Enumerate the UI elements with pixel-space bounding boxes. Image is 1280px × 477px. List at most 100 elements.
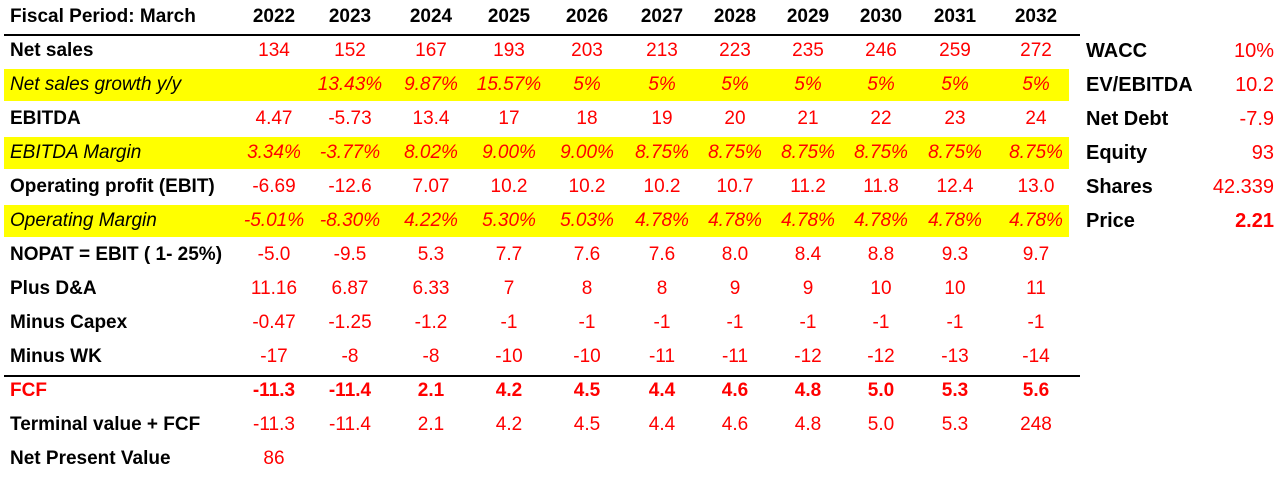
table-cell: 8 [581,278,593,299]
table-cell: -1 [500,312,518,333]
table-cell: 4.2 [495,380,523,401]
table-cell: 5.6 [1022,380,1050,401]
table-cell: 6.33 [412,278,450,299]
table-cell: 4.6 [721,414,749,435]
table-cell [623,442,701,476]
table-cell [311,442,389,476]
summary-value: 93 [1251,142,1274,164]
table-cell: 8.8 [867,244,895,265]
table-cell: 5.3 [941,380,969,401]
table-cell: -11 [648,346,676,367]
summary-label: Net Debt [1086,108,1169,130]
table-cell: 19 [651,108,673,129]
table-cell: 11.2 [790,176,826,197]
row-label: Net sales [10,40,94,61]
table-cell [235,68,313,102]
table-row: Net sales 134 152 167 193 203 213 223 235 246 259 2… [0,34,1280,68]
table-cell: 9.00% [482,142,536,163]
table-cell: -5.01% [243,210,305,231]
row-label: NOPAT = EBIT ( 1- 25%) [10,244,223,265]
table-cell: 5.30% [482,210,536,231]
table-cell: 5% [867,74,895,95]
summary-label: Equity [1086,142,1148,164]
summary-value: 42.339 [1212,176,1274,198]
table-cell: 10 [870,278,892,299]
table-row: Terminal value + FCF -11.3 -11.4 2.1 4.2 4.5 4… [0,408,1280,442]
table-cell: 8 [656,278,668,299]
table-cell: -10 [573,346,601,367]
table-cell: -13 [941,346,969,367]
row-label: Minus WK [10,346,102,367]
table-cell: -6.69 [252,176,296,197]
table-row: Minus WK -17 -8 -8 -10 -10 -11 -11 -12 -12 -13 -14 [0,340,1280,374]
table-cell: 6.87 [331,278,369,299]
table-cell: 8.75% [928,142,982,163]
table-cell [548,442,626,476]
summary-label: WACC [1086,40,1148,62]
table-cell: 8.75% [635,142,689,163]
table-cell: 9.7 [1022,244,1050,265]
table-cell: 8.75% [781,142,835,163]
table-cell: 3.34% [247,142,301,163]
row-label: Operating Margin [10,210,157,231]
table-cell: 7.6 [573,244,601,265]
table-cell: 4.6 [721,380,749,401]
table-cell: 23 [944,108,966,129]
table-cell: 7.6 [648,244,676,265]
table-cell: -8 [422,346,440,367]
year-header: 2022 [252,6,296,27]
table-cell: 5.03% [560,210,614,231]
table-cell: -3.77% [319,142,381,163]
table-cell: 4.5 [573,414,601,435]
table-cell: 4.22% [404,210,458,231]
row-label: Plus D&A [10,278,97,299]
table-cell: 24 [1025,108,1047,129]
year-header: 2028 [713,6,757,27]
year-header: 2029 [786,6,830,27]
table-cell: -12 [867,346,895,367]
table-cell: 5% [573,74,601,95]
table-cell: 4.4 [648,380,676,401]
table-cell: 8.75% [708,142,762,163]
table-cell: 10.2 [568,176,606,197]
table-cell: -1 [1027,312,1045,333]
row-label: Operating profit (EBIT) [10,176,215,197]
table-cell: 4.78% [1009,210,1063,231]
year-header: 2027 [640,6,684,27]
year-header: 2030 [859,6,903,27]
table-cell: -5.0 [257,244,291,265]
table-cell: 272 [1020,40,1052,61]
table-cell: -11 [721,346,749,367]
table-cell: -11.4 [329,414,371,435]
table-cell: 11.8 [863,176,899,197]
highlight-band [4,205,1069,237]
table-cell: -11.3 [253,414,295,435]
table-cell: -12.6 [328,176,372,197]
table-cell [696,442,774,476]
row-label: Minus Capex [10,312,128,333]
table-cell: 203 [571,40,603,61]
table-cell: 4.78% [928,210,982,231]
summary-value: -7.9 [1239,108,1274,130]
table-cell: 9.00% [560,142,614,163]
table-cell: 12.4 [936,176,974,197]
table-cell: 4.78% [854,210,908,231]
table-row: NOPAT = EBIT ( 1- 25%) -5.0 -9.5 5.3 7.7 7.6 7… [0,238,1280,272]
table-cell: 235 [792,40,824,61]
table-cell: 4.8 [794,380,822,401]
table-row: Net Present Value 86 [0,442,1280,476]
table-cell: 193 [493,40,525,61]
table-cell: -1 [799,312,817,333]
table-cell: 8.75% [854,142,908,163]
year-header: 2024 [409,6,453,27]
table-cell: 4.47 [255,108,293,129]
summary-value: 10% [1233,40,1274,62]
table-cell: 4.78% [708,210,762,231]
table-cell: 11.16 [250,278,298,299]
summary-label: Price [1086,210,1135,232]
table-cell: 5.0 [867,380,895,401]
table-cell: 13.43% [317,74,383,95]
table-cell: -8.30% [319,210,381,231]
table-cell: 7 [503,278,515,299]
table-cell: 21 [797,108,819,129]
